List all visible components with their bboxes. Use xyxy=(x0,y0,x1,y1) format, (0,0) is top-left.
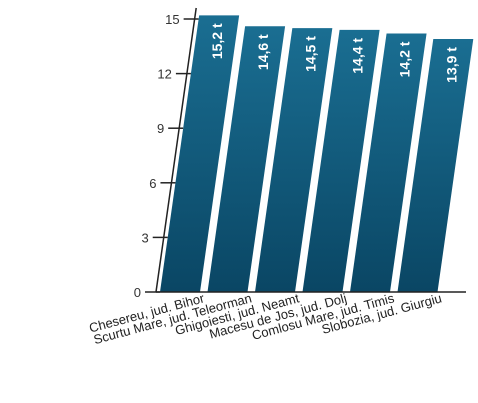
bars-layer xyxy=(160,15,474,293)
y-tick-label-6: 6 xyxy=(149,176,156,191)
bar-1 xyxy=(160,15,240,293)
y-tick-label-0: 0 xyxy=(134,285,141,300)
data-label-5: 14,2 t xyxy=(397,41,413,77)
bar-6 xyxy=(397,39,474,292)
axes-layer xyxy=(145,7,466,293)
data-label-2: 14,6 t xyxy=(255,34,271,70)
y-tick-label-9: 9 xyxy=(157,121,164,136)
y-tick-label-3: 3 xyxy=(141,230,148,245)
y-tick-label-12: 12 xyxy=(157,67,171,82)
bar-3 xyxy=(255,28,333,292)
y-tick-label-15: 15 xyxy=(165,12,179,27)
bar-2 xyxy=(207,26,286,293)
y-axis-line xyxy=(155,7,197,293)
data-label-3: 14,5 t xyxy=(302,36,318,72)
data-label-6: 13,9 t xyxy=(443,47,459,83)
data-label-4: 14,4 t xyxy=(350,38,366,74)
bar-4 xyxy=(302,29,380,292)
data-label-1: 15,2 t xyxy=(209,23,225,59)
bar-5 xyxy=(350,33,427,293)
